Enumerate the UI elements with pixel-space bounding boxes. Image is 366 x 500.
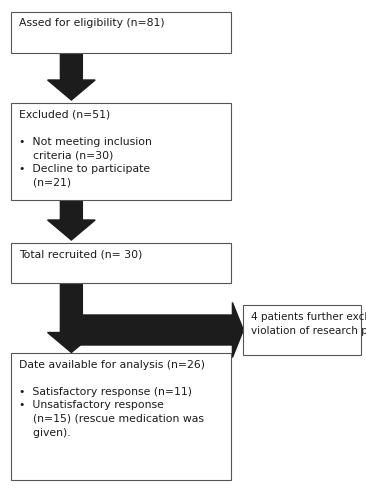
FancyArrow shape <box>48 52 95 100</box>
Text: 4 patients further excluded due to
violation of research protocol.: 4 patients further excluded due to viola… <box>251 312 366 336</box>
FancyArrow shape <box>48 200 95 240</box>
FancyArrow shape <box>71 302 243 358</box>
FancyArrow shape <box>48 282 95 352</box>
Text: Total recruited (n= 30): Total recruited (n= 30) <box>19 250 142 260</box>
FancyBboxPatch shape <box>11 352 231 480</box>
Text: Excluded (n=51)

•  Not meeting inclusion
    criteria (n=30)
•  Decline to part: Excluded (n=51) • Not meeting inclusion … <box>19 110 152 188</box>
FancyBboxPatch shape <box>11 102 231 200</box>
Text: Assed for eligibility (n=81): Assed for eligibility (n=81) <box>19 18 165 28</box>
FancyBboxPatch shape <box>11 242 231 282</box>
Text: Date available for analysis (n=26)

•  Satisfactory response (n=11)
•  Unsatisfa: Date available for analysis (n=26) • Sat… <box>19 360 205 438</box>
FancyBboxPatch shape <box>11 12 231 52</box>
FancyBboxPatch shape <box>243 305 361 355</box>
